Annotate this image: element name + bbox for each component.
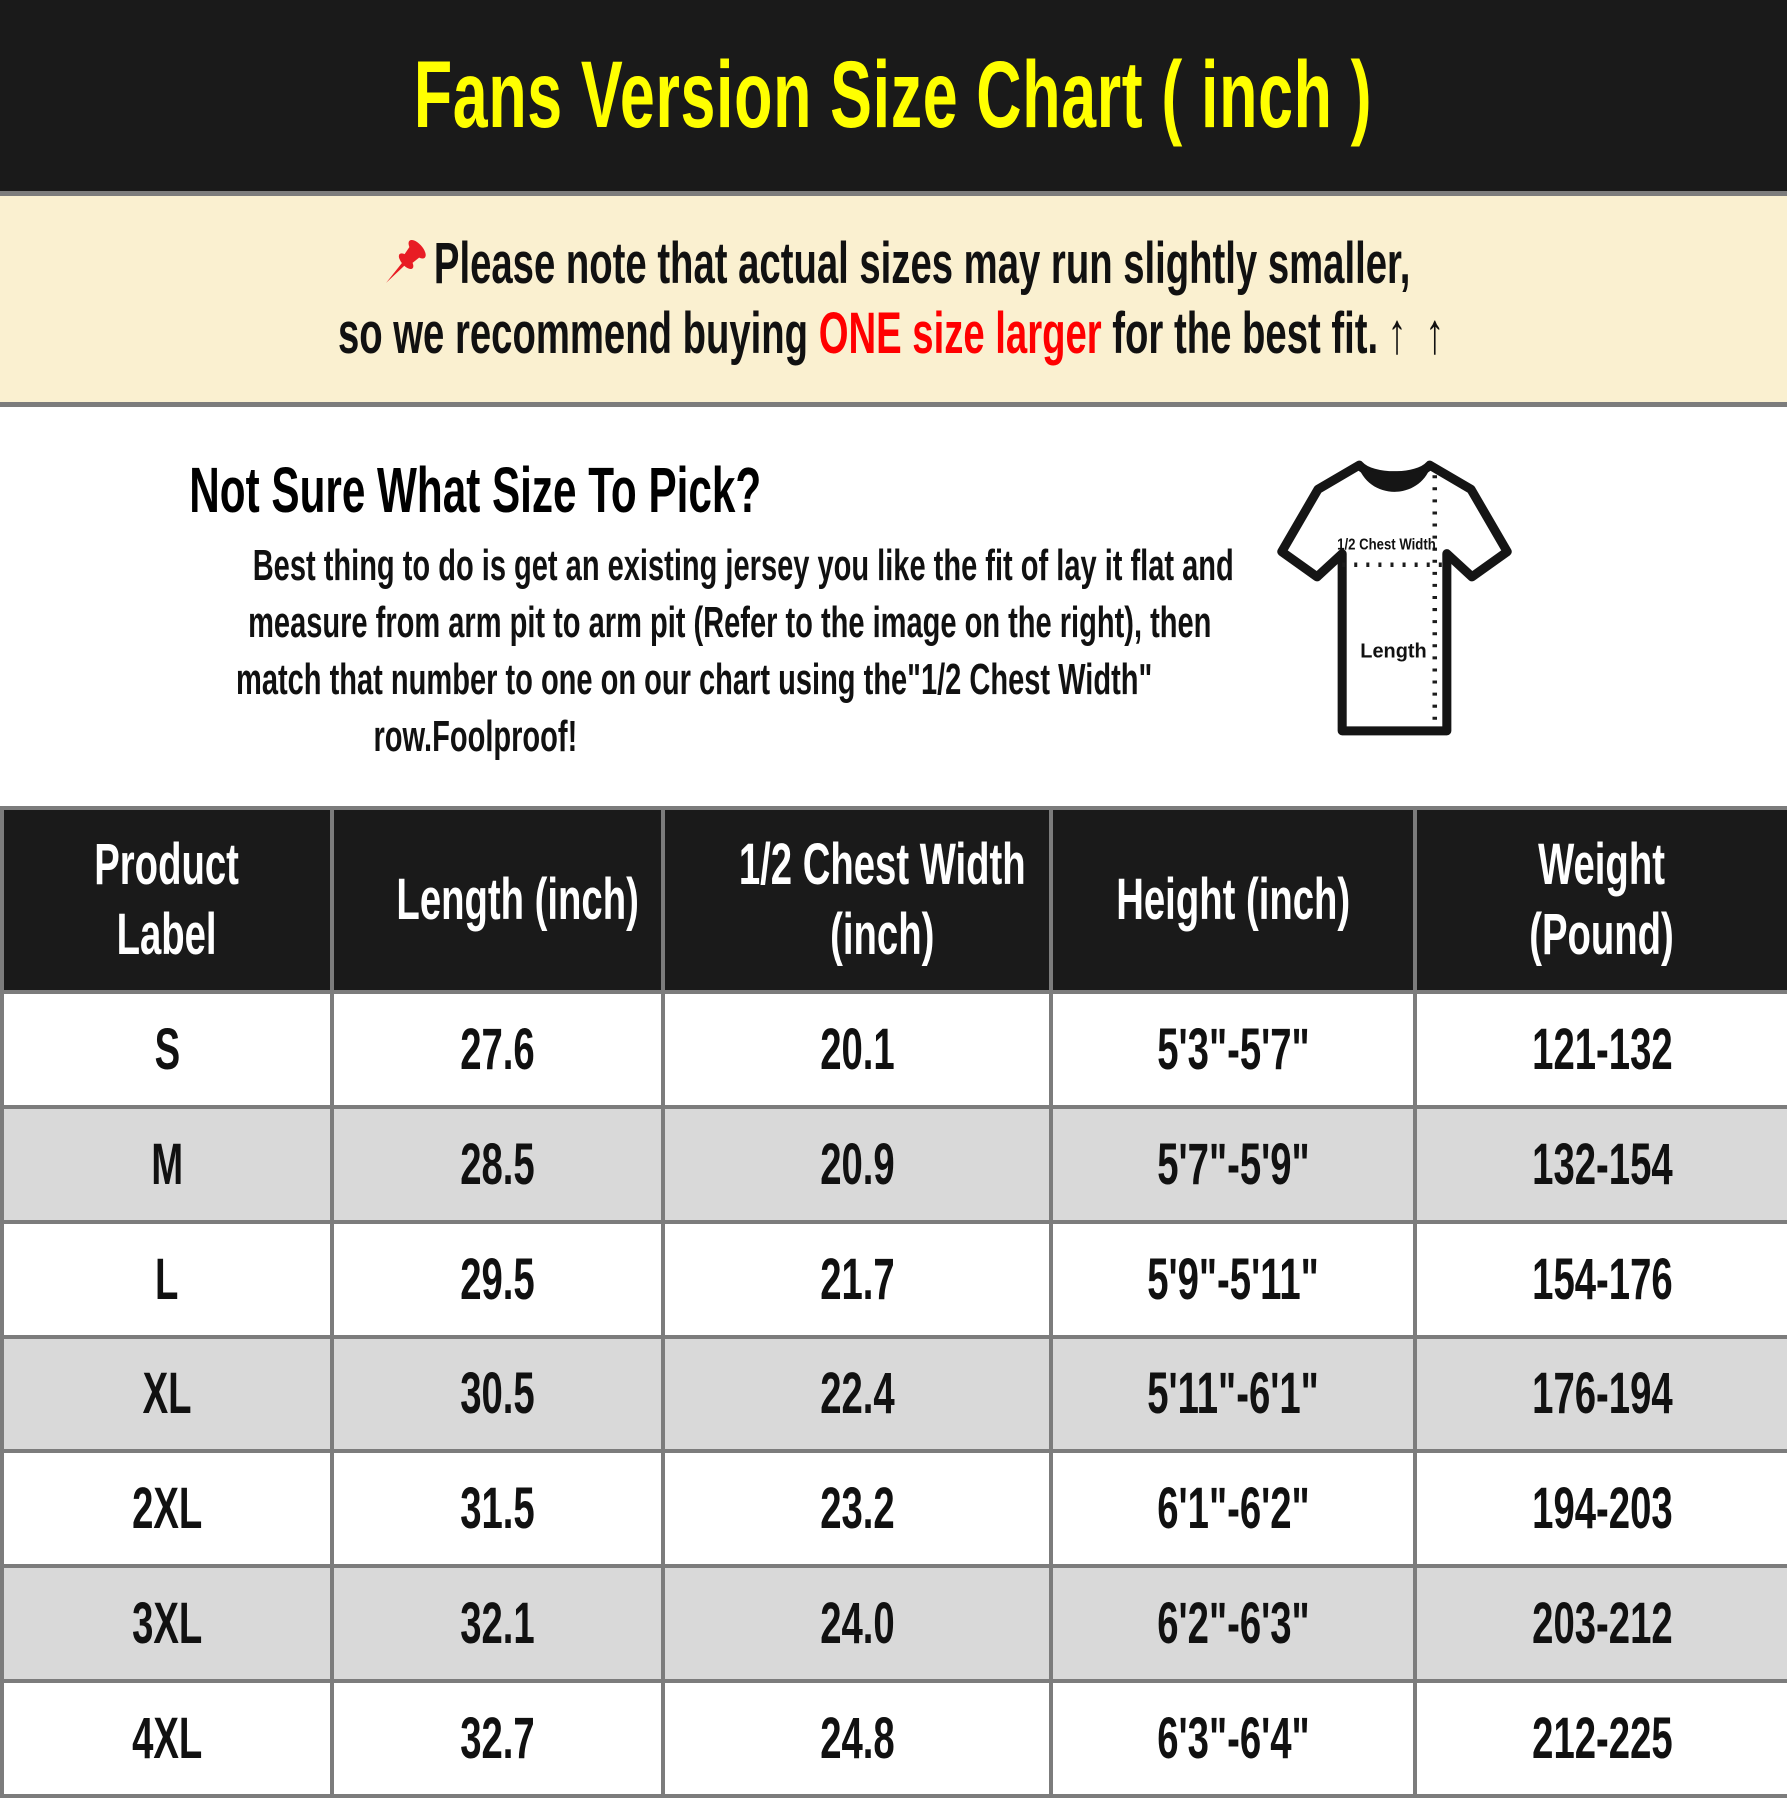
table-cell: 6'3"-6'4" — [1049, 1679, 1417, 1798]
sizing-guide-text: Not Sure What Size To Pick? Best thing t… — [0, 407, 1234, 765]
note-line-2: so we recommend buying ONE size larger f… — [0, 299, 1787, 369]
pushpin-icon — [385, 239, 426, 283]
column-header: Weight (Pound) — [1413, 806, 1787, 994]
tshirt-icon: 1/2 Chest Width Length — [1277, 460, 1512, 736]
table-cell: 30.5 — [330, 1334, 665, 1454]
column-header: Height (inch) — [1049, 806, 1417, 994]
table-cell: XL — [0, 1334, 334, 1454]
column-header: Product Label — [0, 806, 334, 994]
column-header: Length (inch) — [330, 806, 665, 994]
table-row: 3XL 32.1 24.0 6'2"-6'3" 203-212 — [0, 1564, 1787, 1684]
table-cell: S — [0, 990, 334, 1109]
table-cell: 21.7 — [661, 1219, 1053, 1339]
note-text-2b: for the best fit. — [1102, 301, 1379, 366]
note-text-1: Please note that actual sizes may run sl… — [433, 231, 1411, 296]
table-cell: 3XL — [0, 1564, 334, 1684]
guide-heading: Not Sure What Size To Pick? — [189, 454, 761, 526]
note-line-1: Please note that actual sizes may run sl… — [0, 229, 1787, 299]
table-cell: 6'2"-6'3" — [1049, 1564, 1417, 1684]
table-cell: 5'7"-5'9" — [1049, 1104, 1417, 1224]
table-cell: 27.6 — [330, 990, 665, 1109]
note-highlight: ONE size larger — [819, 301, 1103, 366]
table-cell: 154-176 — [1413, 1219, 1787, 1339]
table-cell: 5'11"-6'1" — [1049, 1334, 1417, 1454]
table-row: M 28.5 20.9 5'7"-5'9" 132-154 — [0, 1104, 1787, 1224]
table-cell: 29.5 — [330, 1219, 665, 1339]
column-header: 1/2 Chest Width (inch) — [661, 806, 1053, 994]
table-row: L 29.5 21.7 5'9"-5'11" 154-176 — [0, 1219, 1787, 1339]
table-cell: 24.8 — [661, 1679, 1053, 1798]
table-cell: 28.5 — [330, 1104, 665, 1224]
table-cell: 132-154 — [1413, 1104, 1787, 1224]
tshirt-diagram: 1/2 Chest Width Length — [1272, 443, 1517, 755]
table-cell: 4XL — [0, 1679, 334, 1798]
divider — [0, 191, 1787, 196]
table-cell: 23.2 — [661, 1449, 1053, 1569]
table-header-row: Product Label Length (inch) 1/2 Chest Width… — [0, 806, 1787, 994]
up-arrows: ↑ ↑ — [1387, 301, 1449, 366]
table-cell: 5'9"-5'11" — [1049, 1219, 1417, 1339]
table-cell: 2XL — [0, 1449, 334, 1569]
table-cell: 212-225 — [1413, 1679, 1787, 1798]
table-cell: 176-194 — [1413, 1334, 1787, 1454]
table-cell: 20.1 — [661, 990, 1053, 1109]
guide-text-line: measure from arm pit to arm pit (Refer t… — [248, 598, 1212, 647]
title-bar: Fans Version Size Chart ( inch ) — [0, 0, 1787, 191]
table-cell: 121-132 — [1413, 990, 1787, 1109]
chest-width-label: 1/2 Chest Width — [1337, 536, 1436, 554]
table-row: XL 30.5 22.4 5'11"-6'1" 176-194 — [0, 1334, 1787, 1454]
table-row: S 27.6 20.1 5'3"-5'7" 121-132 — [0, 990, 1787, 1109]
table-row: 4XL 32.7 24.8 6'3"-6'4" 212-225 — [0, 1679, 1787, 1798]
table-cell: 6'1"-6'2" — [1049, 1449, 1417, 1569]
table-cell: 31.5 — [330, 1449, 665, 1569]
table-cell: 32.1 — [330, 1564, 665, 1684]
guide-text-line: row.Foolproof! — [373, 712, 577, 761]
table-row: 2XL 31.5 23.2 6'1"-6'2" 194-203 — [0, 1449, 1787, 1569]
guide-text-line: match that number to one on our chart us… — [236, 655, 1153, 704]
table-cell: 24.0 — [661, 1564, 1053, 1684]
table-cell: 20.9 — [661, 1104, 1053, 1224]
divider — [0, 402, 1787, 407]
sizing-guide-section: Not Sure What Size To Pick? Best thing t… — [0, 407, 1787, 806]
table-cell: 32.7 — [330, 1679, 665, 1798]
table-cell: L — [0, 1219, 334, 1339]
guide-paragraph: Best thing to do is get an existing jers… — [0, 537, 1234, 765]
note-banner: Please note that actual sizes may run sl… — [0, 196, 1787, 402]
length-label: Length — [1360, 640, 1426, 662]
table-cell: 22.4 — [661, 1334, 1053, 1454]
guide-text-line: Best thing to do is get an existing jers… — [252, 541, 1234, 590]
page-title: Fans Version Size Chart ( inch ) — [414, 42, 1373, 148]
table-cell: 194-203 — [1413, 1449, 1787, 1569]
table-cell: 5'3"-5'7" — [1049, 990, 1417, 1109]
table-cell: M — [0, 1104, 334, 1224]
table-cell: 203-212 — [1413, 1564, 1787, 1684]
note-text-2a: so we recommend buying — [338, 301, 820, 366]
size-table: Product Label Length (inch) 1/2 Chest Width… — [0, 806, 1787, 1798]
